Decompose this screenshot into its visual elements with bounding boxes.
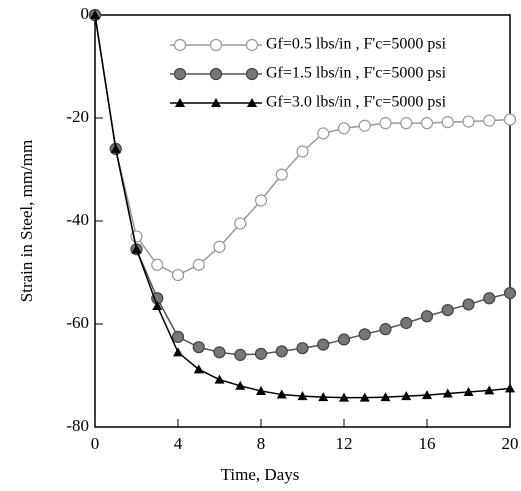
legend-label: Gf=0.5 lbs/in , F'c=5000 psi	[266, 36, 447, 53]
data-point	[110, 143, 121, 153]
legend-label: Gf=1.5 lbs/in , F'c=5000 psi	[266, 65, 447, 82]
data-point	[318, 392, 329, 402]
data-point	[420, 117, 434, 130]
x-tick-label: 16	[419, 434, 436, 453]
legend-marker	[209, 67, 223, 81]
data-point	[400, 117, 413, 130]
data-point	[422, 390, 432, 400]
legend-marker	[173, 67, 187, 81]
data-point	[359, 392, 370, 402]
data-point	[254, 194, 268, 207]
y-axis-label: Strain in Steel, mm/mm	[17, 140, 36, 302]
data-point	[296, 342, 309, 355]
legend-marker	[245, 67, 259, 81]
data-point	[337, 333, 351, 346]
data-point	[379, 117, 392, 130]
data-point	[503, 287, 517, 300]
data-point	[484, 385, 495, 395]
data-point	[337, 122, 351, 135]
data-point	[462, 115, 475, 128]
data-point	[192, 258, 205, 271]
data-point	[317, 338, 330, 351]
data-point	[380, 392, 391, 402]
data-point	[358, 328, 371, 341]
data-point	[503, 113, 517, 126]
y-tick-label: -60	[66, 313, 89, 332]
data-point	[296, 145, 309, 158]
legend-marker	[245, 38, 259, 52]
x-tick-label: 8	[257, 434, 266, 453]
data-point	[462, 298, 475, 311]
legend-marker	[211, 98, 221, 107]
x-tick-label: 12	[336, 434, 353, 453]
data-point	[254, 347, 268, 360]
y-tick-label: -80	[66, 416, 89, 435]
data-point	[275, 168, 288, 181]
data-point	[358, 119, 371, 132]
data-point	[276, 389, 287, 399]
x-tick-label: 0	[91, 434, 100, 453]
data-point	[505, 383, 515, 393]
x-tick-label: 20	[502, 434, 519, 453]
data-point	[442, 388, 453, 398]
legend-marker	[209, 38, 223, 52]
data-point	[275, 345, 288, 358]
data-point	[152, 300, 163, 310]
data-point	[234, 217, 247, 230]
data-point	[339, 392, 349, 402]
y-tick-label: -40	[66, 210, 89, 229]
data-point	[171, 268, 185, 282]
y-tick-label: -20	[66, 107, 89, 126]
data-point	[213, 346, 226, 359]
legend-marker	[173, 38, 187, 52]
x-axis-label: Time, Days	[221, 465, 300, 484]
series-line	[94, 14, 511, 276]
data-point	[171, 330, 185, 343]
x-tick-label: 4	[174, 434, 183, 453]
data-point	[441, 116, 454, 129]
data-point	[193, 364, 204, 374]
data-point	[463, 386, 474, 396]
data-point	[234, 348, 247, 361]
data-point	[131, 244, 142, 254]
data-point	[256, 385, 266, 395]
data-point	[297, 391, 308, 401]
data-point	[213, 240, 226, 253]
legend-marker	[175, 98, 185, 107]
data-point	[151, 258, 164, 271]
data-point	[420, 310, 434, 323]
data-point	[441, 303, 454, 317]
data-point	[483, 114, 496, 127]
data-point	[483, 292, 496, 305]
legend-label: Gf=3.0 lbs/in , F'c=5000 psi	[266, 94, 447, 111]
data-point	[317, 127, 330, 140]
data-point	[192, 341, 205, 354]
y-tick-label: 0	[81, 4, 90, 23]
legend-marker	[247, 98, 257, 107]
data-point	[400, 316, 413, 330]
data-point	[401, 391, 412, 401]
data-point	[214, 374, 225, 384]
data-point	[379, 323, 392, 336]
data-point	[90, 10, 100, 19]
data-point	[235, 380, 246, 390]
data-point	[173, 347, 183, 357]
